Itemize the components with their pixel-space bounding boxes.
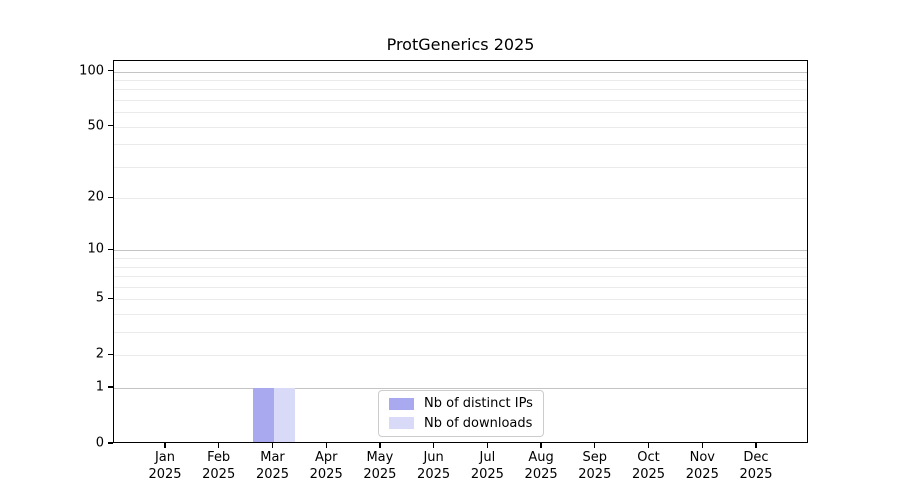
x-tick-mark bbox=[701, 443, 703, 448]
x-tick-month: May bbox=[366, 450, 394, 465]
x-tick-month: Dec bbox=[743, 450, 769, 465]
x-tick-label: Jan 2025 bbox=[148, 450, 181, 484]
x-tick-label: Dec 2025 bbox=[739, 450, 772, 484]
x-tick-mark bbox=[271, 443, 274, 448]
x-tick-label: Nov 2025 bbox=[686, 450, 719, 484]
y-tick-mark bbox=[108, 69, 113, 72]
y-tick-label: 50 bbox=[87, 118, 104, 134]
x-tick-month: Feb bbox=[207, 450, 231, 465]
legend-item: Nb of downloads bbox=[389, 416, 533, 432]
y-tick-mark bbox=[108, 353, 113, 355]
minor-gridline bbox=[114, 99, 807, 101]
minor-gridline bbox=[114, 126, 807, 128]
legend-swatch bbox=[389, 397, 414, 410]
y-tick-label: 100 bbox=[79, 63, 104, 78]
minor-gridline bbox=[114, 276, 807, 278]
x-tick-mark bbox=[540, 443, 542, 448]
y-tick-label: 2 bbox=[95, 346, 104, 362]
legend-item: Nb of distinct IPs bbox=[389, 396, 533, 412]
x-tick-year: 2025 bbox=[363, 466, 397, 482]
x-tick-year: 2025 bbox=[202, 466, 236, 482]
minor-gridline bbox=[114, 314, 807, 316]
x-tick-label: Feb 2025 bbox=[202, 450, 235, 484]
minor-gridline bbox=[114, 79, 807, 81]
x-tick-year: 2025 bbox=[631, 466, 666, 482]
x-tick-month: Oct bbox=[637, 450, 660, 465]
minor-gridline bbox=[114, 355, 807, 357]
y-tick-mark bbox=[108, 124, 113, 127]
y-tick-mark bbox=[108, 297, 113, 300]
y-tick-mark bbox=[108, 196, 113, 198]
x-tick-label: Apr 2025 bbox=[310, 450, 343, 484]
x-tick-year: 2025 bbox=[148, 466, 182, 482]
y-tick-label: 20 bbox=[87, 189, 104, 205]
y-tick-mark bbox=[108, 248, 113, 251]
y-tick-label: 0 bbox=[95, 435, 104, 451]
minor-gridline bbox=[114, 144, 807, 146]
x-tick-month: Mar bbox=[260, 450, 285, 465]
x-tick-year: 2025 bbox=[309, 466, 343, 482]
minor-gridline bbox=[114, 266, 807, 268]
minor-gridline bbox=[114, 198, 807, 200]
x-tick-label: Aug 2025 bbox=[525, 450, 558, 484]
x-tick-year: 2025 bbox=[524, 466, 558, 482]
y-tick-label: 1 bbox=[95, 379, 104, 395]
minor-gridline bbox=[114, 299, 807, 301]
x-tick-month: Jan bbox=[154, 450, 176, 465]
x-tick-year: 2025 bbox=[470, 466, 504, 482]
minor-gridline bbox=[114, 166, 807, 168]
x-tick-label: Jul 2025 bbox=[471, 450, 504, 484]
minor-gridline bbox=[114, 286, 807, 288]
x-tick-mark bbox=[486, 443, 489, 448]
bar-nb-of-distinct-ips bbox=[252, 388, 274, 442]
legend-item-label: Nb of downloads bbox=[424, 415, 533, 431]
x-tick-year: 2025 bbox=[417, 466, 451, 482]
x-tick-mark bbox=[164, 443, 166, 448]
x-tick-label: Oct 2025 bbox=[632, 450, 665, 484]
major-gridline bbox=[114, 388, 807, 390]
x-tick-month: Apr bbox=[314, 450, 338, 465]
chart-title: ProtGenerics 2025 bbox=[386, 35, 535, 54]
x-tick-label: Mar 2025 bbox=[256, 450, 289, 484]
minor-gridline bbox=[114, 332, 807, 334]
y-tick-label: 10 bbox=[87, 241, 104, 257]
x-tick-month: Aug bbox=[528, 450, 554, 465]
major-gridline bbox=[114, 71, 807, 73]
x-tick-mark bbox=[379, 443, 381, 448]
minor-gridline bbox=[114, 89, 807, 91]
x-tick-mark bbox=[218, 443, 220, 448]
x-tick-year: 2025 bbox=[739, 466, 773, 482]
x-tick-month: Jun bbox=[423, 450, 444, 465]
x-tick-mark bbox=[325, 443, 327, 448]
minor-gridline bbox=[114, 112, 807, 114]
x-tick-label: May 2025 bbox=[363, 450, 396, 484]
x-tick-mark bbox=[594, 443, 596, 448]
legend-swatch bbox=[389, 417, 414, 430]
x-tick-month: Jul bbox=[479, 450, 496, 465]
minor-gridline bbox=[114, 258, 807, 260]
x-tick-year: 2025 bbox=[255, 466, 290, 482]
x-tick-label: Sep 2025 bbox=[578, 450, 611, 484]
x-tick-mark bbox=[755, 443, 757, 448]
x-tick-year: 2025 bbox=[578, 466, 612, 482]
x-tick-mark bbox=[432, 443, 435, 448]
y-tick-mark bbox=[108, 442, 113, 444]
legend-item-label: Nb of distinct IPs bbox=[424, 396, 533, 411]
x-tick-mark bbox=[647, 443, 650, 448]
bar-nb-of-downloads bbox=[273, 388, 295, 442]
y-tick-mark bbox=[108, 386, 113, 388]
y-tick-label: 5 bbox=[95, 290, 104, 306]
x-tick-year: 2025 bbox=[685, 466, 719, 482]
major-gridline bbox=[114, 250, 807, 252]
x-tick-label: Jun 2025 bbox=[417, 450, 450, 484]
x-tick-month: Sep bbox=[582, 450, 608, 465]
x-tick-month: Nov bbox=[689, 450, 715, 465]
plot-area bbox=[113, 60, 808, 443]
legend: Nb of distinct IPs Nb of downloads bbox=[378, 390, 544, 438]
